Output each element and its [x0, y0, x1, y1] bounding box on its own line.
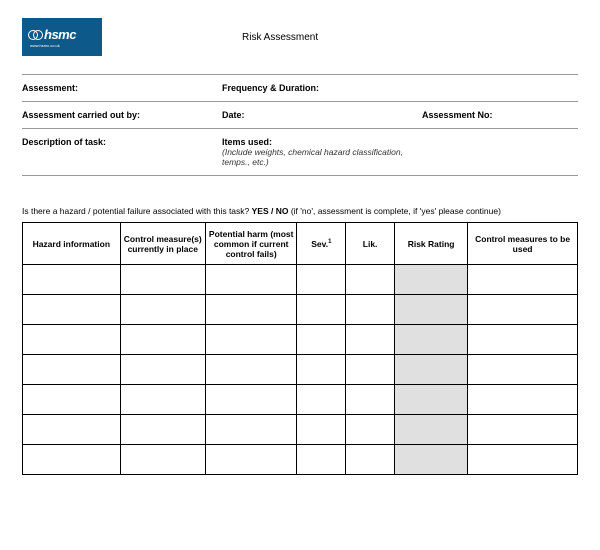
table-cell	[297, 325, 346, 355]
table-cell	[297, 355, 346, 385]
table-cell	[205, 265, 296, 295]
table-cell	[297, 445, 346, 475]
assessment-table: Hazard information Control measure(s) cu…	[22, 222, 578, 475]
table-cell	[346, 325, 395, 355]
table-row	[23, 265, 578, 295]
question-yesno: YES / NO	[252, 206, 289, 216]
th-sev: Sev.1	[297, 223, 346, 265]
table-cell	[205, 325, 296, 355]
th-hazard: Hazard information	[23, 223, 121, 265]
logo: hsmc www.hsmc.co.uk	[22, 18, 102, 56]
items-used-block: Items used: (Include weights, chemical h…	[222, 137, 422, 167]
table-cell	[395, 385, 468, 415]
question-after: (if 'no', assessment is complete, if 'ye…	[288, 206, 500, 216]
table-cell	[23, 445, 121, 475]
table-cell	[297, 385, 346, 415]
table-cell	[346, 445, 395, 475]
table-cell	[23, 295, 121, 325]
table-cell	[346, 265, 395, 295]
table-cell	[23, 415, 121, 445]
table-cell	[395, 295, 468, 325]
table-cell	[346, 295, 395, 325]
table-row	[23, 355, 578, 385]
field-row-2: Assessment carried out by: Date: Assessm…	[22, 101, 578, 128]
label-carried-out: Assessment carried out by:	[22, 110, 222, 120]
header-row: hsmc www.hsmc.co.uk Risk Assessment	[22, 18, 578, 56]
spacer	[22, 176, 578, 206]
label-items-used: Items used:	[222, 137, 422, 147]
table-cell	[120, 445, 205, 475]
th-lik: Lik.	[346, 223, 395, 265]
table-cell	[395, 265, 468, 295]
label-date: Date:	[222, 110, 422, 120]
table-cell	[23, 325, 121, 355]
table-cell	[468, 415, 578, 445]
table-cell	[23, 355, 121, 385]
table-row	[23, 415, 578, 445]
table-cell	[468, 265, 578, 295]
th-sev-text: Sev.	[311, 239, 328, 249]
table-cell	[468, 355, 578, 385]
table-header-row: Hazard information Control measure(s) cu…	[23, 223, 578, 265]
table-cell	[23, 385, 121, 415]
label-description: Description of task:	[22, 137, 222, 167]
table-cell	[346, 355, 395, 385]
field-row-1: Assessment: Frequency & Duration:	[22, 74, 578, 101]
page-title: Risk Assessment	[242, 32, 318, 43]
field-row-3: Description of task: Items used: (Includ…	[22, 128, 578, 176]
label-items-used-sub: (Include weights, chemical hazard classi…	[222, 147, 422, 167]
th-risk: Risk Rating	[395, 223, 468, 265]
question-before: Is there a hazard / potential failure as…	[22, 206, 252, 216]
table-cell	[395, 445, 468, 475]
logo-rings-icon	[28, 29, 42, 39]
logo-brand: hsmc	[44, 27, 76, 42]
table-cell	[205, 445, 296, 475]
th-sev-sup: 1	[328, 239, 331, 245]
table-cell	[468, 385, 578, 415]
table-cell	[468, 295, 578, 325]
table-cell	[120, 265, 205, 295]
table-cell	[468, 445, 578, 475]
logo-url: www.hsmc.co.uk	[28, 43, 102, 48]
table-body	[23, 265, 578, 475]
table-cell	[23, 265, 121, 295]
logo-main: hsmc	[28, 27, 102, 42]
table-cell	[297, 415, 346, 445]
table-row	[23, 445, 578, 475]
table-cell	[395, 355, 468, 385]
label-assessment-no: Assessment No:	[422, 110, 578, 120]
table-cell	[205, 295, 296, 325]
label-frequency: Frequency & Duration:	[222, 83, 422, 93]
hazard-question: Is there a hazard / potential failure as…	[22, 206, 578, 216]
table-cell	[395, 415, 468, 445]
table-cell	[297, 265, 346, 295]
th-measures: Control measures to be used	[468, 223, 578, 265]
table-cell	[120, 295, 205, 325]
table-cell	[205, 415, 296, 445]
table-cell	[120, 325, 205, 355]
table-cell	[120, 415, 205, 445]
table-cell	[205, 355, 296, 385]
table-cell	[205, 385, 296, 415]
table-cell	[120, 355, 205, 385]
table-cell	[120, 385, 205, 415]
th-control: Control measure(s) currently in place	[120, 223, 205, 265]
label-assessment: Assessment:	[22, 83, 222, 93]
table-cell	[395, 325, 468, 355]
table-cell	[346, 415, 395, 445]
table-row	[23, 385, 578, 415]
table-row	[23, 325, 578, 355]
table-row	[23, 295, 578, 325]
table-cell	[468, 325, 578, 355]
th-harm: Potential harm (most common if current c…	[205, 223, 296, 265]
table-cell	[297, 295, 346, 325]
table-cell	[346, 385, 395, 415]
